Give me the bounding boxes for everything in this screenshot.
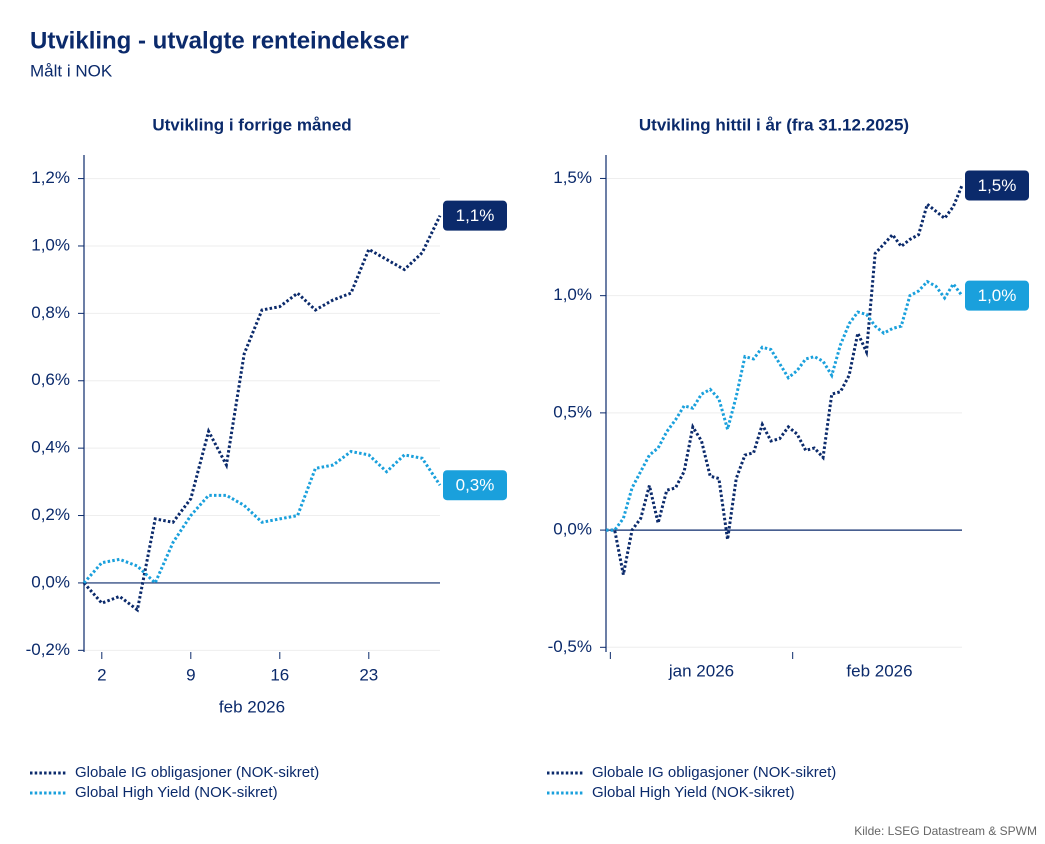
end-label-box [443, 470, 507, 501]
end-label: 1,0% [978, 286, 1017, 305]
line-series [606, 279, 964, 532]
y-tick-label: 0,0% [553, 520, 592, 539]
y-tick-label: 1,0% [31, 235, 70, 254]
x-tick-label: 9 [186, 665, 195, 684]
end-label-box [443, 200, 507, 231]
y-tick-label: 0,2% [31, 505, 70, 524]
y-tick-label: 0,6% [31, 370, 70, 389]
legend-label: Globale IG obligasjoner (NOK-sikret) [75, 764, 319, 781]
x-tick-label: 23 [359, 665, 378, 684]
y-tick-label: -0,2% [26, 640, 70, 659]
y-tick-label: 0,4% [31, 438, 70, 457]
y-tick-label: 0,8% [31, 303, 70, 322]
end-label-box [965, 280, 1029, 311]
y-tick-label: 1,0% [553, 285, 592, 304]
end-label: 0,3% [456, 476, 495, 495]
page-subtitle: Målt i NOK [30, 61, 113, 80]
y-tick-label: 1,2% [31, 168, 70, 187]
x-tick-label: feb 2026 [846, 661, 912, 680]
line-series [82, 449, 442, 586]
y-tick-label: 0,5% [553, 402, 592, 421]
end-label: 1,5% [978, 176, 1017, 195]
legend-label: Global High Yield (NOK-sikret) [75, 784, 278, 801]
chart-title: Utvikling i forrige måned [152, 115, 351, 134]
line-series [606, 184, 964, 575]
y-tick-label: -0,5% [548, 637, 592, 656]
chart-title: Utvikling hittil i år (fra 31.12.2025) [639, 115, 909, 134]
x-tick-label: 2 [97, 665, 106, 684]
end-label-box [965, 170, 1029, 201]
y-tick-label: 0,0% [31, 572, 70, 591]
y-tick-label: 1,5% [553, 168, 592, 187]
line-series [82, 215, 442, 613]
end-label: 1,1% [456, 206, 495, 225]
legend-label: Global High Yield (NOK-sikret) [592, 784, 795, 801]
source: Kilde: LSEG Datastream & SPWM [854, 824, 1037, 838]
x-tick-label: jan 2026 [668, 661, 734, 680]
legend-label: Globale IG obligasjoner (NOK-sikret) [592, 764, 836, 781]
page-title: Utvikling - utvalgte renteindekser [30, 27, 409, 54]
x-axis-label: feb 2026 [219, 697, 285, 716]
x-tick-label: 16 [270, 665, 289, 684]
